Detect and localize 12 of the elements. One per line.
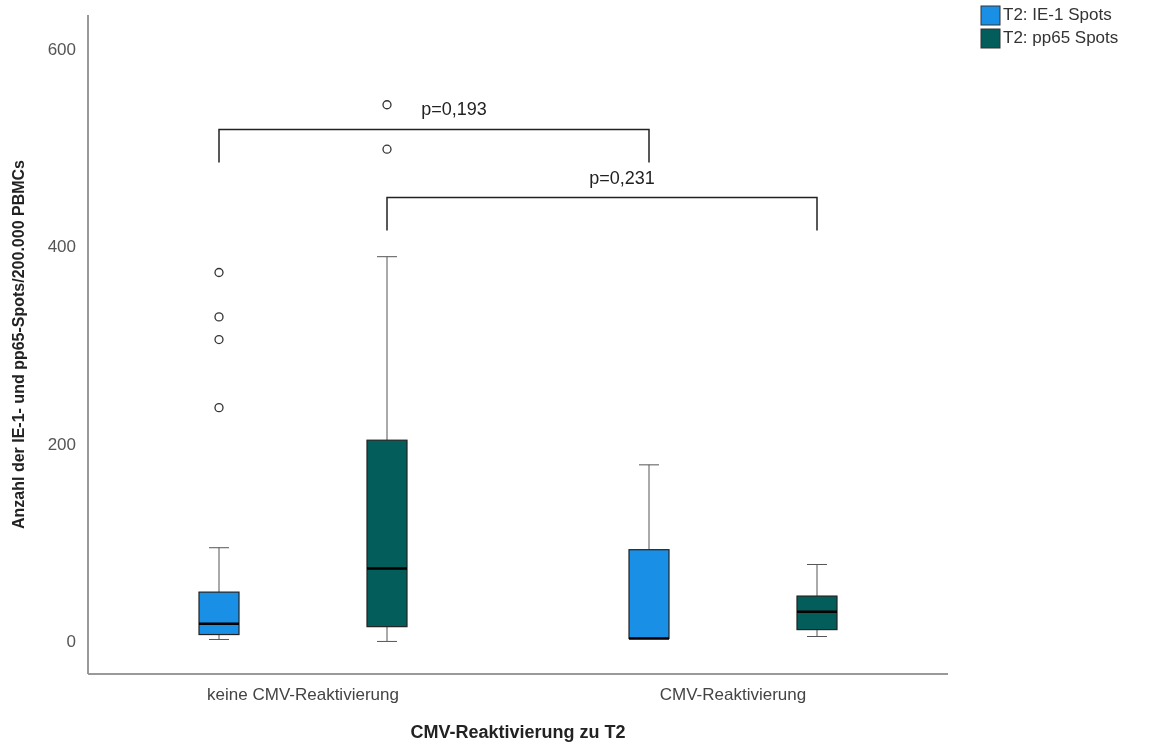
x-axis-title: CMV-Reaktivierung zu T2 — [410, 722, 626, 742]
legend-label: T2: IE-1 Spots — [1003, 5, 1112, 25]
y-axis-title: Anzahl der IE-1- und pp65-Spots/200.000 PBMCs — [10, 159, 27, 529]
y-tick-label: 600 — [47, 40, 76, 59]
annotation: p=0,231 — [589, 167, 655, 188]
y-tick-label: 0 — [66, 631, 76, 651]
x-tick-label: CMV-Reaktivierung — [659, 685, 807, 704]
legend-label: T2: pp65 Spots — [1003, 28, 1119, 48]
y-tick-label: 200 — [47, 434, 76, 454]
annotation: p=0,193 — [421, 99, 487, 120]
y-tick-label: 400 — [47, 237, 76, 257]
x-tick-label: keine CMV-Reaktivierung — [207, 685, 399, 704]
